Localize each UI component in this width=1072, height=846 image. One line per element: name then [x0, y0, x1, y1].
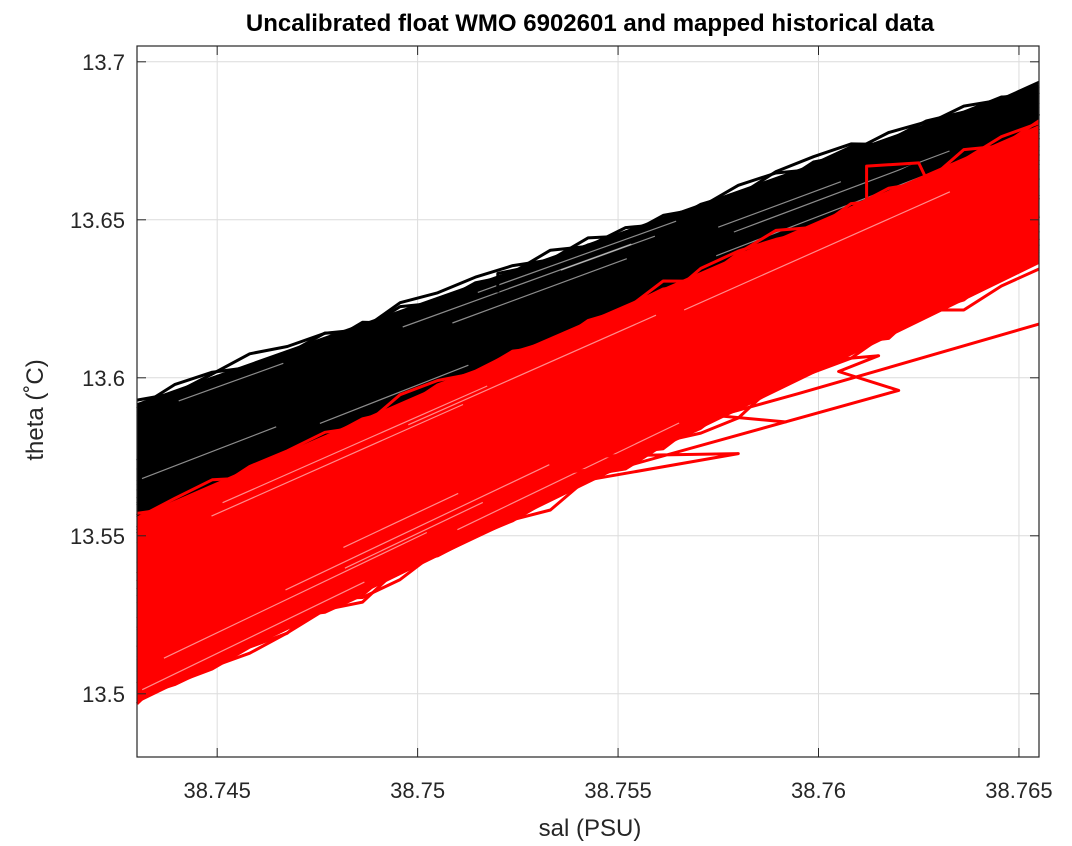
profile-line [136, 120, 1040, 452]
profile-gap [222, 385, 488, 504]
profile-gap [408, 314, 657, 426]
profile-gap [457, 422, 680, 531]
x-tick-label: 38.755 [584, 778, 651, 803]
profile-line [135, 253, 1040, 705]
y-tick-labels: 13.5 13.55 13.6 13.65 13.7 [70, 50, 125, 707]
profile-line [136, 183, 1040, 594]
profile-excursion [865, 161, 933, 211]
profile-line [136, 247, 1040, 695]
y-tick-label: 13.5 [82, 682, 125, 707]
y-tick-label: 13.6 [82, 366, 125, 391]
y-tick-label: 13.55 [70, 524, 125, 549]
profile-gap [717, 181, 842, 228]
profile-gap [319, 364, 469, 424]
profile-excursion [556, 395, 679, 475]
profile-gap [560, 235, 656, 271]
y-tick-label: 13.7 [82, 50, 125, 75]
profile-gap [211, 403, 464, 517]
profile-line [136, 119, 1040, 515]
profile-gap [141, 581, 365, 691]
y-axis-title: theta (˚C) [22, 359, 49, 460]
float-series [135, 119, 1040, 705]
ticks [137, 46, 1039, 757]
profile-excursion [496, 259, 559, 293]
profile-line [136, 216, 1040, 624]
profile-gap [344, 501, 484, 569]
y-tick-label: 13.65 [70, 208, 125, 233]
profile-line [136, 167, 1040, 591]
profile-gap [452, 258, 628, 324]
data-layer [135, 80, 1040, 705]
profile-line [136, 197, 1040, 604]
profile-line [136, 127, 1040, 533]
profile-excursion [556, 354, 901, 487]
plot-frame [136, 45, 1040, 758]
profile-gap [178, 362, 284, 402]
x-axis-title: sal (PSU) [539, 815, 642, 842]
profile-gap [683, 191, 951, 311]
profile-gap [163, 531, 428, 659]
profile-gap [343, 492, 459, 548]
x-tick-label: 38.76 [791, 778, 846, 803]
profile-line [136, 236, 1040, 674]
x-tick-label: 38.75 [390, 778, 445, 803]
profile-gap [141, 426, 277, 480]
profile-line [136, 136, 1040, 483]
x-tick-label: 38.745 [184, 778, 251, 803]
profile-gap [285, 464, 550, 591]
profile-line [136, 158, 1040, 575]
profile-line [136, 222, 1040, 660]
profile-line [136, 94, 1040, 430]
x-tick-label: 38.765 [985, 778, 1052, 803]
profile-gap [477, 220, 677, 293]
profile-line [136, 155, 1040, 565]
x-tick-labels: 38.745 38.75 38.755 38.76 38.765 [184, 778, 1053, 803]
chart-title: Uncalibrated float WMO 6902601 and mappe… [246, 10, 935, 37]
profile-line [136, 176, 1040, 599]
profile-excursion [716, 322, 1040, 424]
